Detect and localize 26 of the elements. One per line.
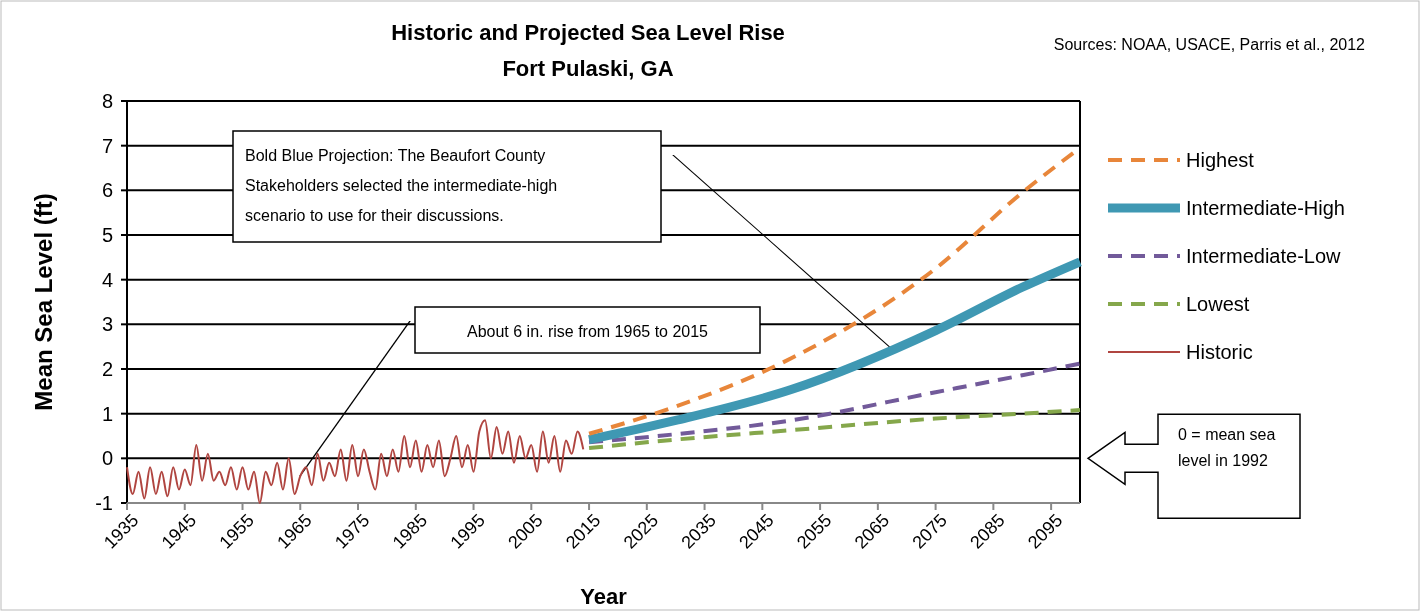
y-tick-label: 4 [101, 268, 113, 291]
chart-title: Historic and Projected Sea Level Rise [391, 20, 785, 45]
legend-label: Historic [1186, 341, 1253, 363]
line-series [587, 361, 1082, 445]
line-series [587, 408, 1082, 451]
line-series [126, 419, 585, 504]
legend-label: Intermediate-High [1186, 197, 1345, 219]
legend-label: Lowest [1186, 293, 1250, 315]
x-axis-title: Year [580, 584, 628, 609]
y-tick-label: 2 [101, 358, 113, 380]
annotation: About 6 in. rise from 1965 to 2015 [466, 323, 709, 340]
y-tick-label: 6 [101, 179, 113, 202]
legend-label: Intermediate-Low [1186, 245, 1342, 267]
y-tick-label: 1 [101, 402, 113, 425]
chart-subtitle: Fort Pulaski, GA [502, 56, 674, 81]
annotation: Bold Blue Projection: The Beaufort County Stakeholders selected the intermediate-high scenario to use for their discussions. [245, 147, 558, 224]
y-tick-label: 3 [101, 313, 113, 336]
text: 0 = mean sea level in 1992 [1178, 426, 1276, 470]
y-tick-label: 0 [101, 447, 113, 470]
y-axis-title: Mean Sea Level (ft) [30, 193, 57, 411]
y-tick-label: -1 [95, 492, 113, 514]
y-tick-label: 7 [101, 134, 113, 157]
y-tick-label: 5 [101, 224, 113, 246]
legend-label: Highest [1186, 149, 1255, 171]
source-note: Sources: NOAA, USACE, Parris et al., 2012 [1053, 36, 1366, 53]
y-tick-label: 8 [101, 90, 113, 112]
